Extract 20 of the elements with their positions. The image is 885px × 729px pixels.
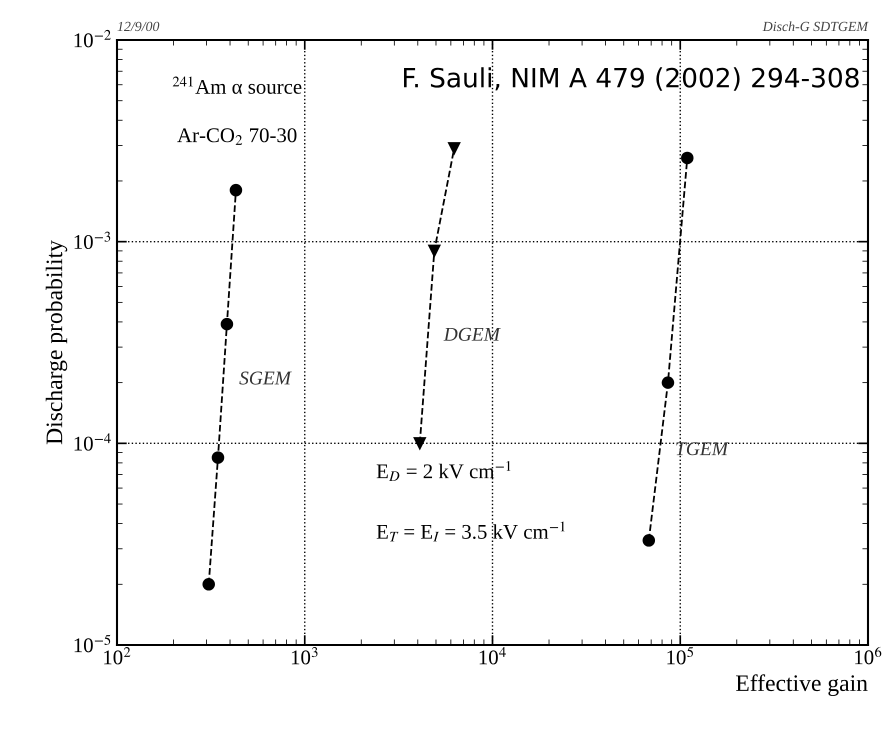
x-tick-label: 10$^{2}$: [104, 647, 130, 664]
y-tick-label: 10$^{−3}$: [74, 232, 110, 250]
annotation: F. Sauli, NIM A 479 (2002) 294-308: [404, 67, 859, 91]
text: Disch-G SDTGEM: [762, 21, 869, 32]
x-tick-label: 10$^{3}$: [292, 647, 318, 664]
x-tick-label: 10$^{4}$: [480, 647, 506, 664]
x-tick-label: 10$^{5}$: [667, 646, 694, 664]
x-axis-title: Effective gain: [736, 674, 868, 696]
y-axis-title: Discharge probability: [46, 240, 68, 444]
annotation: Ar-CO$_{2}$ 70-30: [177, 128, 296, 145]
y-tick-label: 10$^{−4}$: [74, 433, 111, 451]
series-label: TGEM: [676, 442, 729, 456]
series-label: DGEM: [444, 328, 501, 341]
x-tick-label: 10$^{6}$: [855, 646, 882, 664]
text: 12/9/00: [117, 22, 160, 32]
y-tick-label: 10$^{−2}$: [74, 30, 111, 48]
annotation: E$_{D}$ = 2 kV cm$^{−1}$: [376, 460, 511, 481]
annotation: E$_{T}$ = E$_{I}$ = 3.5 kV cm$^{−1}$: [376, 521, 565, 542]
series-label: SGEM: [239, 372, 292, 385]
annotation: $^{241}$Am α source: [172, 76, 302, 94]
